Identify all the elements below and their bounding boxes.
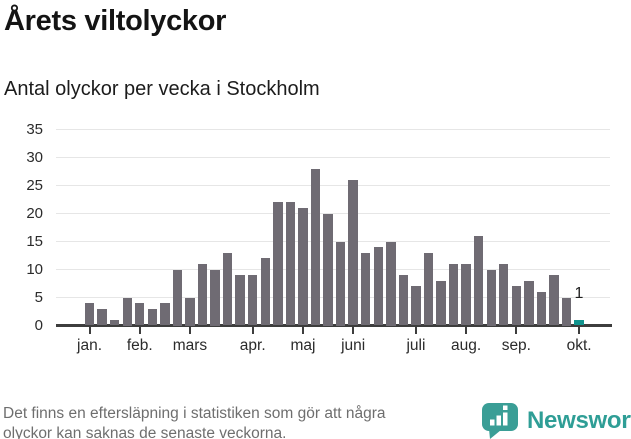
bar-week-25: [386, 241, 396, 326]
x-axis-label-okt: okt.: [566, 336, 592, 354]
x-axis-tick-apr: [251, 327, 254, 334]
gridline-5: [56, 296, 610, 299]
x-axis-tick-juni: [352, 327, 355, 334]
bar-week-7: [160, 303, 170, 326]
y-axis-label-10: 10: [26, 260, 43, 278]
bar-week-20: [323, 213, 333, 326]
x-axis-label-mars: mars: [172, 336, 208, 354]
x-axis-line: [56, 324, 612, 327]
bar-week-6: [147, 308, 157, 326]
bar-week-1: [84, 303, 95, 326]
gridline-10: [56, 268, 610, 271]
bar-week-9: [185, 297, 195, 326]
bar-week-2: [97, 308, 107, 326]
bar-week-17: [285, 202, 296, 326]
bar-week-14: [248, 275, 258, 326]
bar-week-16: [273, 202, 283, 326]
highlight-value-label: 1: [574, 284, 584, 302]
bar-week-24: [373, 247, 383, 326]
newsworthy-logo: Newsworthy: [481, 402, 631, 439]
x-axis-label-feb: feb.: [126, 336, 153, 354]
bar-week-4: [122, 297, 132, 326]
bar-week-35: [511, 286, 522, 326]
x-axis-label-jan: jan.: [77, 336, 103, 354]
bar-week-10: [197, 263, 208, 326]
gridline-30: [56, 156, 610, 159]
newsworthy-wordmark: Newsworthy: [527, 406, 631, 434]
bar-week-32: [473, 235, 484, 326]
bar-week-30: [448, 263, 459, 326]
bar-week-37: [536, 291, 547, 326]
newsworthy-logo-icon: [481, 402, 519, 439]
bar-chart: 0 5 10 15 20 25 30 35 jan. feb. mars apr. maj juni jul…: [0, 115, 631, 360]
bar-week-36: [524, 280, 534, 326]
bar-week-13: [235, 275, 245, 326]
x-axis-tick-feb: [138, 327, 141, 334]
bar-week-11: [210, 269, 220, 326]
x-axis-tick-maj: [301, 327, 304, 334]
bar-week-29: [436, 280, 446, 326]
x-axis-tick-juli: [414, 327, 417, 334]
y-axis-label-25: 25: [26, 176, 43, 194]
gridline-25: [56, 184, 610, 187]
x-axis-tick-mars: [188, 327, 191, 334]
x-axis-tick-okt: [578, 327, 581, 334]
footnote-line-2: olyckor kan saknas de senaste veckorna.: [3, 424, 287, 439]
gridline-20: [56, 212, 610, 215]
y-axis-label-5: 5: [34, 288, 43, 306]
x-axis-label-maj: maj: [290, 336, 316, 354]
x-axis-label-juli: juli: [406, 336, 426, 354]
gridline-15: [56, 240, 610, 243]
bar-week-40-highlighted: [574, 319, 584, 326]
bar-week-27: [411, 286, 421, 326]
x-axis-label-juni: juni: [341, 336, 366, 354]
bar-week-39: [561, 297, 572, 326]
y-axis-label-35: 35: [26, 120, 43, 138]
x-axis-label-aug: aug.: [451, 336, 482, 354]
bar-week-26: [398, 275, 409, 326]
y-axis-label-0: 0: [34, 316, 43, 334]
bar-week-21: [335, 241, 346, 326]
bar-week-5: [135, 303, 145, 326]
bar-week-8: [172, 269, 183, 326]
x-axis-label-sep: sep.: [501, 336, 531, 354]
x-axis-tick-aug: [465, 327, 468, 334]
x-axis-tick-sep: [515, 327, 518, 334]
y-axis-label-20: 20: [26, 204, 43, 222]
x-axis-label-apr: apr.: [239, 336, 266, 354]
bar-week-23: [361, 252, 371, 326]
bar-week-28: [423, 252, 434, 326]
bar-week-33: [486, 269, 496, 326]
page-title: Årets viltolyckor: [4, 5, 227, 37]
bar-week-22: [348, 179, 358, 326]
bar-week-12: [222, 252, 233, 326]
chart-subtitle: Antal olyckor per vecka i Stockholm: [4, 78, 320, 100]
y-axis-label-15: 15: [26, 232, 43, 250]
gridline-35: [56, 128, 610, 131]
bar-week-34: [499, 263, 509, 326]
footnote: Det finns en eftersläpning i statistiken…: [3, 404, 386, 439]
bar-week-15: [260, 258, 270, 326]
bar-week-38: [549, 275, 559, 326]
footnote-line-1: Det finns en eftersläpning i statistiken…: [3, 405, 386, 422]
bar-week-18: [298, 207, 308, 326]
x-axis-tick-jan: [88, 327, 91, 334]
bar-week-19: [310, 168, 321, 326]
bar-week-31: [461, 263, 471, 326]
bar-week-3: [109, 319, 120, 326]
y-axis-label-30: 30: [26, 148, 43, 166]
